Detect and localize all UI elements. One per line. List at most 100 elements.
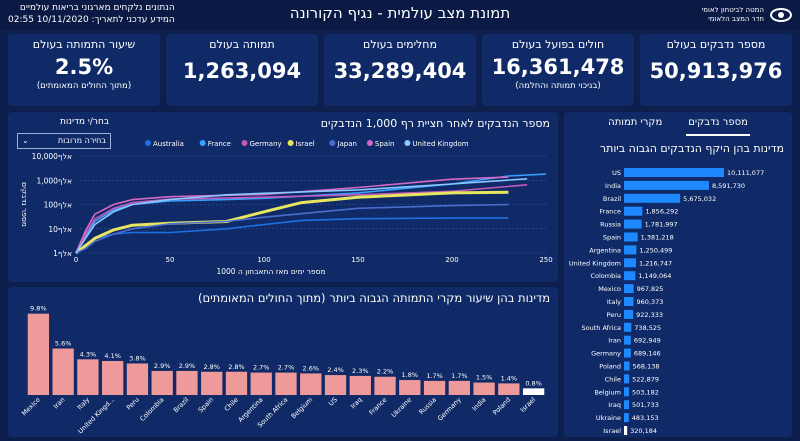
x-axis-label: מספר ימים מאז התאבחון ה 1000: [216, 267, 325, 276]
bar: [624, 206, 643, 216]
bar: [624, 168, 724, 177]
kpi-value: 50,913,976: [649, 59, 783, 83]
series-line-united-kingdom: [75, 178, 528, 254]
data-label: 1.8%: [402, 371, 419, 379]
bar: [522, 388, 545, 395]
bar: [624, 387, 629, 397]
legend-swatch: [145, 140, 151, 146]
bar: [423, 380, 446, 395]
bar: [624, 400, 629, 410]
page-title: תמונת מצב עולמית - נגיף הקורונה: [289, 4, 511, 22]
bar: [624, 232, 638, 242]
x-tick-label: 200: [445, 256, 458, 264]
bar: [77, 359, 99, 395]
line-chart: Australia France Germany Israel Japan Spain Un…: [20, 140, 553, 276]
kpi-sub: (מתוך החולים המאומתים): [36, 81, 132, 91]
tab-deaths[interactable]: מקרי תמותה: [608, 117, 663, 128]
data-label: 3.8%: [129, 354, 146, 362]
category-label: Iraq: [608, 401, 621, 409]
data-label: 503,182: [632, 388, 659, 396]
data-label: 738,525: [634, 324, 661, 332]
legend-swatch: [404, 140, 411, 146]
data-label: 4.1%: [104, 352, 121, 360]
kpi-recovered: מחלימים בעולם 33,289,404: [324, 34, 476, 106]
category-label: Russia: [418, 396, 438, 416]
category-label: France: [368, 396, 389, 417]
tab-cases[interactable]: מספר נדבקים: [686, 114, 750, 136]
category-label: Peru: [125, 396, 141, 412]
country-filter-dropdown[interactable]: בחירה מרובות ⌄: [17, 133, 111, 149]
y-tick-label: 1,000אלף: [36, 176, 72, 185]
data-label: 483,153: [632, 414, 659, 422]
data-label: 1,856,292: [645, 208, 678, 216]
y-tick-label: 10,000אלף: [32, 152, 72, 161]
x-tick-label: 50: [166, 256, 175, 264]
y-tick-label: 10אלף: [48, 225, 72, 234]
category-label: Colombia: [590, 272, 621, 280]
data-label: 1,381,218: [641, 234, 674, 242]
legend-swatch: [199, 140, 206, 146]
category-label: Iran: [52, 396, 67, 411]
bar: [151, 370, 173, 395]
category-label: India: [471, 396, 488, 413]
data-label: 2.7%: [253, 364, 270, 372]
kpi-value: 16,361,478: [491, 55, 625, 79]
category-label: South Africa: [582, 324, 622, 332]
data-label: 522,879: [632, 375, 659, 383]
kpi-active-cases: חולים בפועל בעולם 16,361,478 (בניכוי תמו…: [482, 34, 634, 106]
category-label: Ukraine: [390, 396, 413, 419]
category-label: Chile: [223, 396, 240, 413]
source-info: הנתונים נלקחים מארגוני בריאות עולמיים המ…: [8, 2, 175, 26]
bar: [624, 361, 630, 371]
data-label: 2.6%: [303, 364, 320, 372]
bar: [225, 371, 248, 395]
data-label: 2.4%: [327, 366, 344, 374]
bar: [624, 284, 634, 294]
y-axis-label: מספר נדבקים: [20, 182, 29, 227]
category-label: Spain: [197, 396, 216, 415]
kpi-label: תמותה בעולם: [209, 38, 275, 51]
mortality-chart-title: מדינות בהן שיעור מקרי התמותה הגבוה ביותר…: [197, 291, 550, 305]
data-label: 9.8%: [30, 305, 47, 313]
kpi-mortality-rate: שיעור התמותה בעולם 2.5% (מתוך החולים המא…: [8, 34, 160, 106]
kpi-value: 1,263,094: [182, 59, 302, 83]
category-label: Iran: [608, 337, 621, 345]
bar: [27, 313, 50, 395]
bar: [624, 271, 636, 281]
category-label: Israel: [519, 396, 537, 414]
bar: [473, 382, 495, 395]
data-label: 1,250,499: [639, 246, 672, 254]
data-label: 2.2%: [377, 368, 394, 376]
category-label: US: [612, 169, 621, 177]
bar: [300, 373, 322, 395]
x-tick-label: 100: [257, 256, 270, 264]
dropdown-value: בחירה מרובות: [57, 136, 106, 145]
country-filter-label: בחר/י מדינות: [60, 117, 110, 127]
mortality-bar-panel: מדינות בהן שיעור מקרי התמותה הגבוה ביותר…: [8, 287, 558, 437]
logo-line1: המטה לביטחון לאומי: [701, 6, 764, 14]
bar: [324, 375, 347, 395]
kpi-sub: (בניכוי תמותה והחלמה): [515, 81, 601, 91]
bar: [624, 193, 681, 203]
bar: [624, 258, 637, 268]
x-tick-label: 250: [539, 256, 552, 264]
chevron-down-icon: ⌄: [22, 136, 29, 145]
x-tick-label: 150: [351, 256, 364, 264]
data-label: 2.7%: [278, 364, 295, 372]
series-line-japan: [75, 203, 509, 254]
bar: [624, 180, 709, 190]
category-label: Belgium: [594, 388, 621, 396]
bar: [624, 374, 630, 384]
category-label: Belgium: [290, 396, 315, 421]
legend-label: United Kingdom: [412, 140, 468, 148]
category-label: Mexico: [20, 396, 42, 418]
data-label: 0.8%: [525, 379, 542, 387]
logo-text: המטה לביטחון לאומי חדר המצב הלאומי: [702, 6, 764, 24]
bar: [102, 360, 124, 395]
category-label: Argentina: [589, 246, 621, 254]
updated-label: המידע עדכני לתאריך:: [91, 15, 175, 25]
bar: [250, 372, 272, 395]
data-label: 568,138: [633, 363, 660, 371]
cases-tabs: מספר נדבקים מקרי תמותה: [564, 114, 792, 136]
